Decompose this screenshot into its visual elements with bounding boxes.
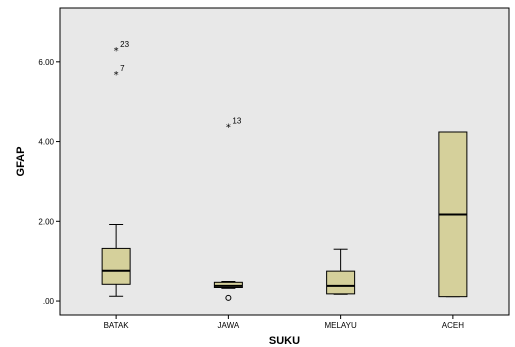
- box-batak: [101, 223, 131, 297]
- x-tick-label: ACEH: [442, 321, 464, 330]
- x-tick-label: JAWA: [218, 321, 240, 330]
- y-axis-title: GFAP: [15, 147, 27, 177]
- iqr-box: [101, 247, 131, 285]
- x-tick-label: MELAYU: [324, 321, 357, 330]
- outlier-circle: [225, 294, 232, 301]
- y-tick-label: .00: [43, 297, 55, 306]
- outlier-star: *: [114, 46, 119, 57]
- box-melayu: [326, 248, 356, 295]
- outlier-label: 13: [232, 116, 241, 125]
- x-axis-title: SUKU: [269, 335, 300, 347]
- y-tick-label: 2.00: [38, 217, 54, 226]
- y-tick-label: 4.00: [38, 138, 54, 147]
- box-aceh: [438, 131, 468, 298]
- iqr-box: [326, 270, 356, 295]
- outlier-star: *: [226, 122, 231, 133]
- outlier-star: *: [114, 70, 119, 81]
- outlier-label: 7: [120, 64, 125, 73]
- y-tick-label: 6.00: [38, 58, 54, 67]
- outlier-label: 23: [120, 40, 129, 49]
- x-tick-label: BATAK: [104, 321, 130, 330]
- plot-area: [59, 7, 510, 316]
- box-jawa: [213, 281, 243, 289]
